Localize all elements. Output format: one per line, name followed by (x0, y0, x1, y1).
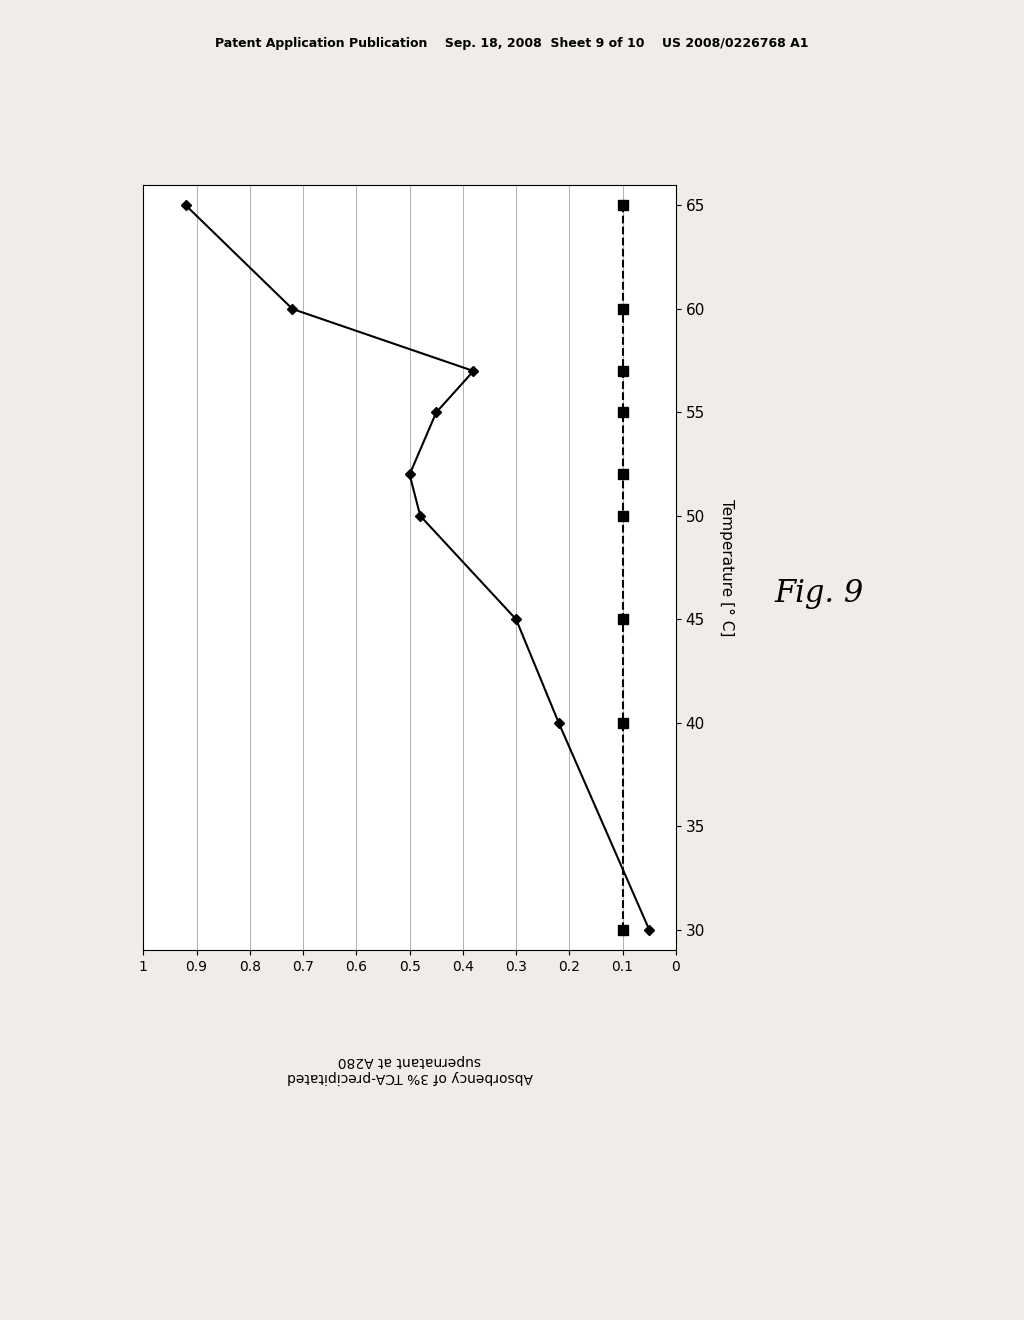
Text: Fig. 9: Fig. 9 (774, 578, 864, 610)
Text: Absorbency of 3% TCA-precipitated
supernatant at A280: Absorbency of 3% TCA-precipitated supern… (287, 1055, 532, 1084)
Y-axis label: Temperature [° C]: Temperature [° C] (719, 499, 734, 636)
Text: Patent Application Publication    Sep. 18, 2008  Sheet 9 of 10    US 2008/022676: Patent Application Publication Sep. 18, … (215, 37, 809, 50)
